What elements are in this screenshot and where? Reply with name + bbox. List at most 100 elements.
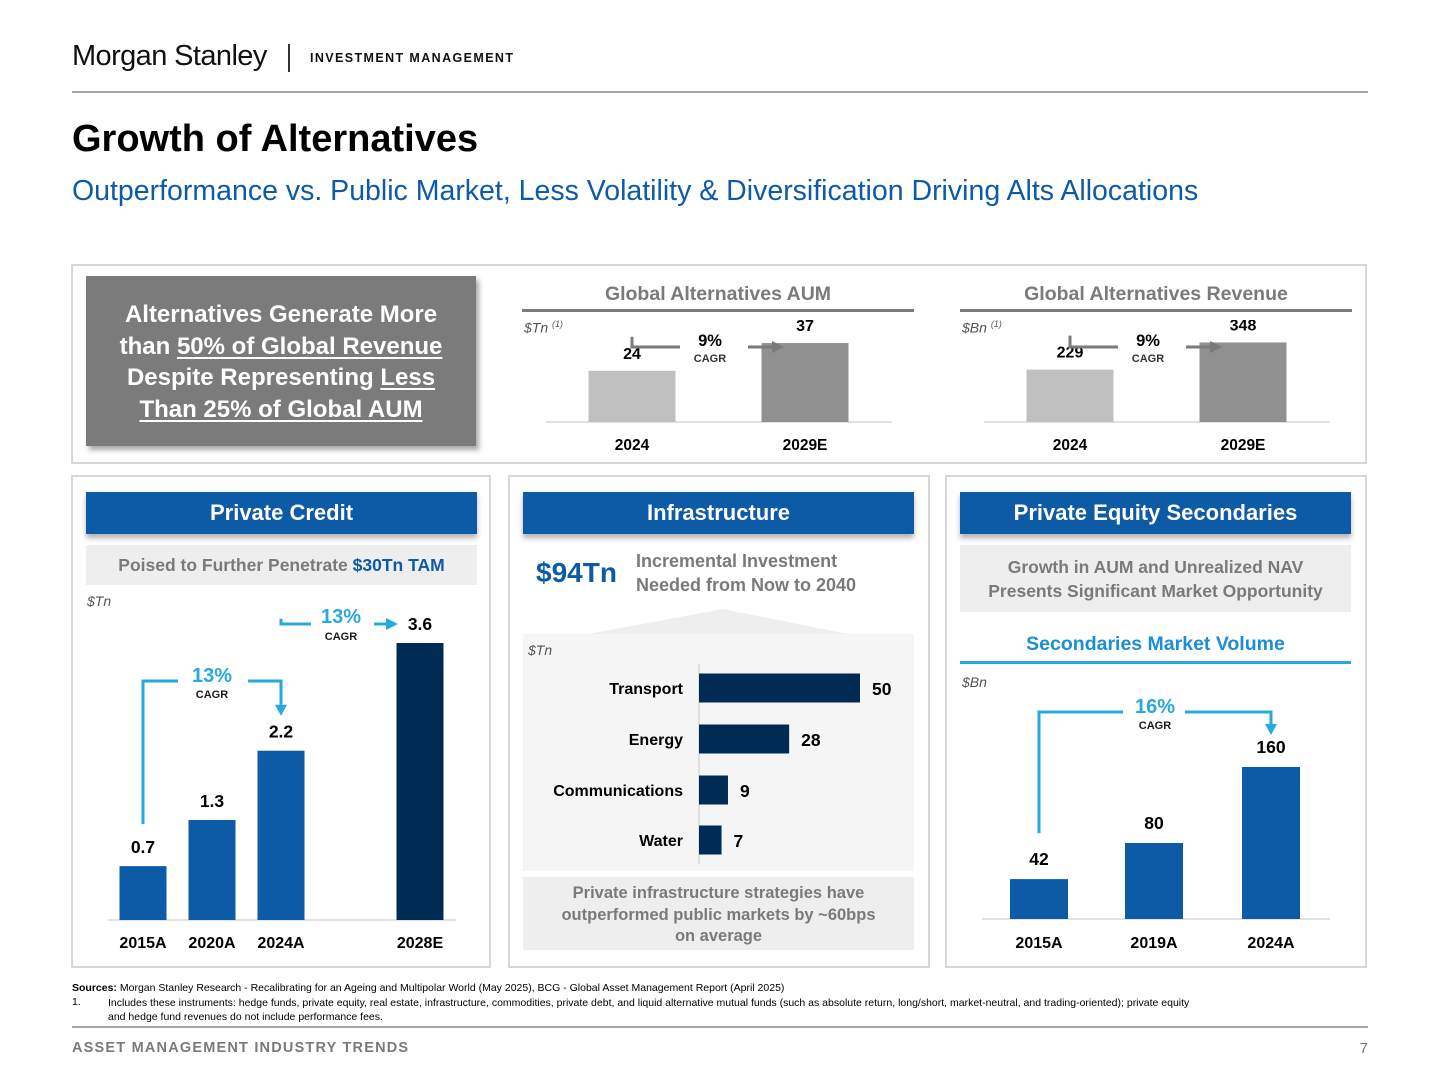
callout-underline: 50% of Global Revenue (176, 332, 443, 360)
page-subtitle: Outperformance vs. Public Market, Less V… (72, 175, 1199, 207)
infra-bar-communications (699, 775, 728, 805)
note-line-1: Private infrastructure strategies have (572, 884, 865, 902)
pc-bar-2028e (396, 643, 444, 920)
pc-value-2024a: 2.2 (269, 722, 294, 742)
section-label: ASSET MANAGEMENT INDUSTRY TRENDS (72, 1040, 410, 1056)
pe-secondaries-unit: $Bn (962, 674, 987, 690)
private-credit-tagline: Poised to Further Penetrate $30Tn TAM (86, 545, 477, 585)
pe-secondaries-chart: 42 2015A 80 2019A 160 2024A 16% CAGR (982, 696, 1330, 952)
pc-cagr1-label: CAGR (196, 689, 228, 701)
aum-cagr-arrowhead (772, 341, 784, 353)
brand-separator (288, 44, 290, 72)
aum-category-2029e: 2029E (783, 437, 828, 454)
sources-text: Morgan Stanley Research - Recalibrating … (119, 982, 785, 994)
revenue-value-2024: 229 (1057, 345, 1084, 362)
infra-bar-transport (699, 673, 860, 703)
pc-cagr1-arrowhead (275, 704, 287, 716)
sources-label: Sources: (72, 982, 117, 994)
infrastructure-big-desc: Incremental Investment Needed from Now t… (636, 549, 856, 597)
revenue-footnote-mark: (1) (990, 319, 1002, 329)
aum-chart: 24 2024 37 2029E 9% CAGR (546, 320, 892, 454)
footnote-text: Includes these instruments: hedge funds,… (108, 996, 1370, 1024)
revenue-bar-2024 (1026, 369, 1114, 422)
revenue-cagr-line-left (1068, 335, 1118, 349)
footnote-number: 1. (72, 996, 81, 1008)
secondaries-title-rule (960, 661, 1351, 664)
pes-category-2019a: 2019A (1130, 935, 1178, 952)
pc-value-2020a: 1.3 (200, 791, 225, 811)
pc-category-2028e: 2028E (397, 935, 444, 952)
aum-chart-title: Global Alternatives AUM (604, 283, 832, 305)
infra-category-energy: Energy (629, 732, 683, 749)
revenue-category-2024: 2024 (1053, 437, 1088, 454)
pes-bar-2015a (1010, 879, 1068, 919)
callout-underline: Than 25% of Global AUM (139, 395, 423, 423)
sources-line: Sources: Morgan Stanley Research - Recal… (72, 982, 784, 994)
pc-cagr2-arrowhead (386, 618, 398, 630)
pes-category-2015a: 2015A (1015, 935, 1063, 952)
infra-category-transport: Transport (609, 681, 683, 698)
private-credit-header: Private Credit (86, 492, 477, 534)
pes-cagr-pct: 16% (1135, 696, 1175, 718)
infrastructure-pointer (583, 609, 853, 635)
pc-bar-2024a (257, 750, 305, 920)
pc-value-2028e: 3.6 (408, 614, 433, 634)
pe-secondaries-tagline: Growth in AUM and Unrealized NAV Present… (960, 545, 1351, 612)
pes-category-2024a: 2024A (1247, 935, 1295, 952)
infra-bar-water (699, 825, 722, 855)
infrastructure-unit: $Tn (528, 642, 553, 658)
aum-cagr-label: CAGR (694, 353, 726, 365)
big-desc-line-2: Needed from Now to 2040 (636, 575, 857, 595)
callout-line-3: Despite Representing Less (86, 362, 476, 394)
pes-value-2024a: 160 (1256, 737, 1285, 757)
aum-category-2024: 2024 (615, 437, 650, 454)
pc-cagr1-line-right (248, 679, 283, 705)
infra-value-energy: 28 (801, 730, 821, 750)
tam-highlight: $30Tn TAM (352, 555, 445, 575)
pc-category-2020a: 2020A (188, 935, 236, 952)
aum-footnote-mark: (1) (552, 319, 564, 329)
pc-category-2015a: 2015A (119, 935, 167, 952)
tagline-text: Poised to Further Penetrate (118, 555, 353, 575)
pes-value-2015a: 42 (1029, 849, 1049, 869)
pc-cagr1-line-left (141, 679, 178, 825)
key-callout: Alternatives Generate More than 50% of G… (86, 276, 476, 446)
note-line-3: on average (674, 927, 763, 945)
infrastructure-note: Private infrastructure strategies have o… (523, 877, 914, 950)
revenue-title-rule (960, 309, 1352, 312)
footnote-line-2: and hedge fund revenues do not include p… (108, 1011, 383, 1023)
pc-cagr2-label: CAGR (325, 631, 357, 643)
callout-text: than (119, 332, 177, 360)
pes-cagr-line-right (1185, 710, 1273, 724)
pc-bar-2015a (119, 866, 167, 920)
pes-cagr-label: CAGR (1139, 720, 1171, 732)
brand-division: INVESTMENT MANAGEMENT (310, 51, 515, 65)
footer-divider (72, 1026, 1368, 1028)
secondaries-chart-title: Secondaries Market Volume (1026, 633, 1285, 655)
aum-bar-2024 (588, 370, 676, 422)
header-divider (72, 91, 1368, 93)
pc-cagr2-line-left (279, 618, 311, 626)
pc-cagr1-pct: 13% (192, 665, 232, 687)
callout-text: Despite Representing (126, 364, 381, 391)
page-number: 7 (1359, 1040, 1368, 1057)
callout-line-2: than 50% of Global Revenue (86, 331, 476, 363)
aum-bar-2029e (761, 343, 849, 422)
pc-bar-2020a (188, 819, 236, 920)
pc-category-2024a: 2024A (257, 935, 305, 952)
pes-cagr-line-left (1037, 710, 1123, 834)
page-title: Growth of Alternatives (72, 118, 479, 160)
callout-line-1: Alternatives Generate More (124, 301, 438, 328)
aum-title-rule (522, 309, 914, 312)
infra-value-water: 7 (734, 831, 744, 851)
aum-value-2024: 24 (623, 346, 641, 363)
aum-cagr-pct: 9% (698, 332, 722, 350)
pes-bar-2024a (1242, 767, 1300, 919)
revenue-unit-text: $Bn (962, 319, 987, 336)
pes-cagr-arrowhead (1265, 724, 1277, 735)
revenue-chart-title: Global Alternatives Revenue (1024, 283, 1288, 305)
revenue-value-2029e: 348 (1230, 320, 1257, 334)
pc-value-2015a: 0.7 (131, 837, 155, 857)
revenue-chart: 229 2024 348 2029E 9% CAGR (984, 320, 1330, 454)
tagline-line-2: Presents Significant Market Opportunity (988, 581, 1323, 601)
